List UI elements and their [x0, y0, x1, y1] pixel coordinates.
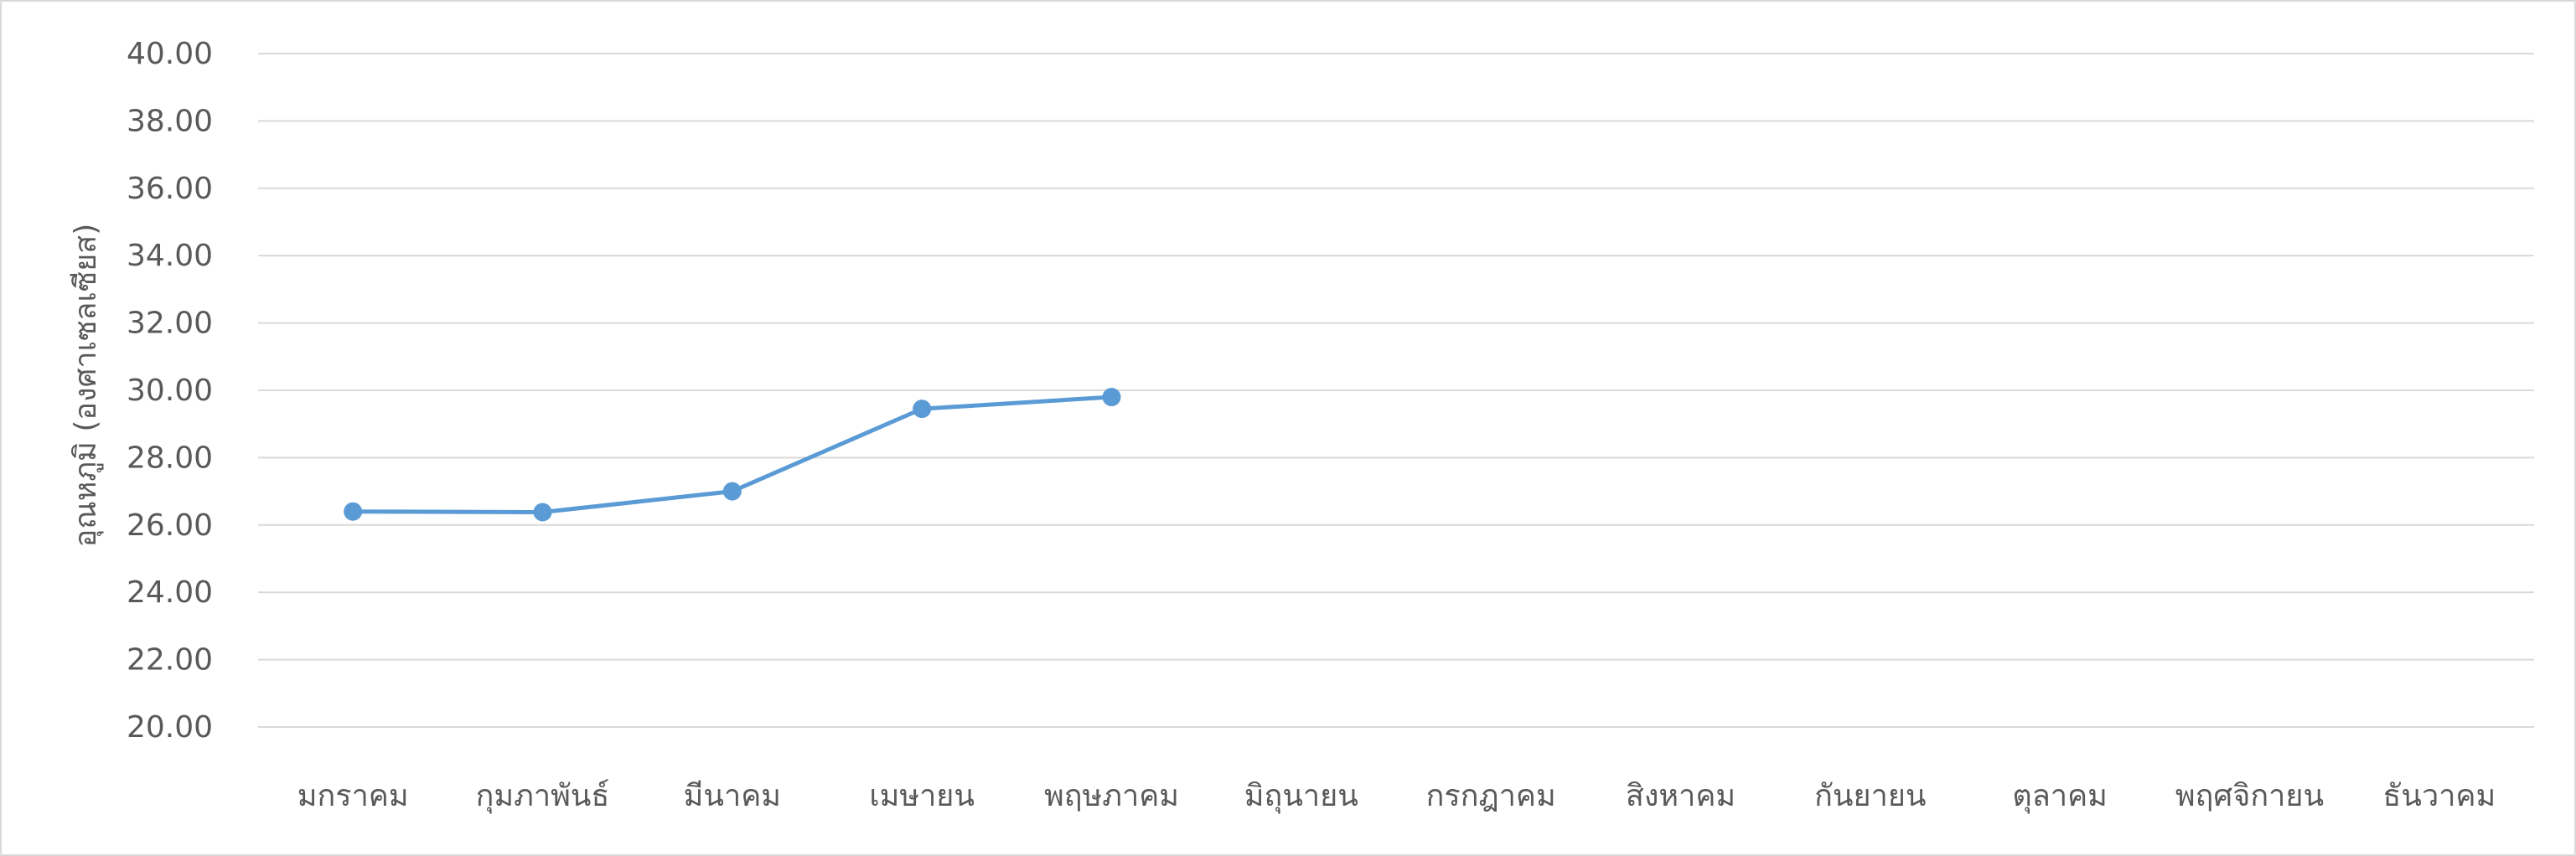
y-tick-label: 30.00	[127, 374, 213, 408]
y-axis-title: อุณหภูมิ (องศาเซลเซียส)	[69, 224, 104, 548]
data-point	[1102, 388, 1121, 407]
x-tick-label: พฤศจิกายน	[2175, 779, 2324, 813]
x-tick-label: มกราคม	[297, 779, 409, 813]
y-tick-label: 26.00	[127, 508, 213, 543]
x-tick-label: ธันวาคม	[2382, 779, 2496, 813]
y-tick-label: 32.00	[127, 307, 213, 341]
data-point	[722, 482, 742, 501]
x-tick-label: กรกฎาคม	[1426, 779, 1556, 813]
x-tick-label: กันยายน	[1814, 779, 1926, 813]
y-tick-label: 40.00	[127, 37, 213, 71]
x-tick-label: พฤษภาคม	[1044, 779, 1179, 813]
x-tick-label: เมษายน	[869, 779, 975, 813]
y-tick-label: 38.00	[127, 104, 213, 138]
data-point	[533, 503, 552, 522]
y-tick-label: 28.00	[127, 441, 213, 475]
series-temperature	[344, 388, 1121, 522]
y-tick-label: 20.00	[127, 710, 213, 745]
y-tick-label: 36.00	[127, 172, 213, 206]
x-tick-label: สิงหาคม	[1626, 779, 1735, 813]
data-point	[913, 400, 932, 419]
y-tick-label: 24.00	[127, 575, 213, 610]
y-axis-tick-labels: 20.00 22.00 24.00 26.00 28.00 30.00 32.00 34.00…	[127, 37, 213, 745]
x-tick-label: ตุลาคม	[2012, 779, 2107, 814]
y-tick-label: 22.00	[127, 643, 213, 678]
gridlines	[258, 53, 2534, 728]
data-point	[344, 502, 363, 521]
x-axis-tick-labels: มกราคม กุมภาพันธ์ มีนาคม เมษายน พฤษภาคม มิถุน…	[297, 779, 2496, 814]
y-tick-label: 34.00	[127, 239, 213, 273]
x-tick-label: กุมภาพันธ์	[476, 779, 610, 814]
x-tick-label: มิถุนายน	[1244, 779, 1358, 814]
x-tick-label: มีนาคม	[684, 779, 781, 813]
